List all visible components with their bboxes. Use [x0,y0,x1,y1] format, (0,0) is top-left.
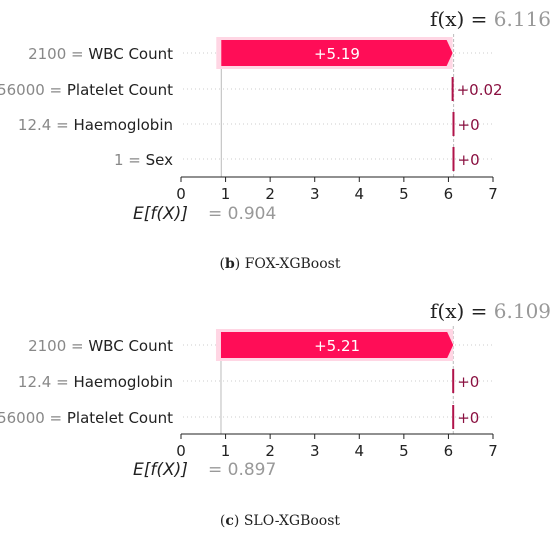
panel-b-x-tick-label: 7 [488,185,498,203]
panel-c-feature-label: 56000 = Platelet Count [0,409,173,427]
panel-b-expected-value: = 0.904 [208,204,276,224]
panel-b-x-tick-label: 1 [221,185,231,203]
panel-c-feature-label: 12.4 = Haemoglobin [18,373,173,391]
panel-c-expected-label: E[f(X)] [133,460,188,480]
panel-c-x-tick-label: 3 [310,442,320,460]
panel-b-feature-name: Haemoglobin [73,116,173,134]
panel-b-feature-name: Sex [146,151,173,169]
panel-b-bar-label: +0.02 [457,81,503,99]
panel-c-x-tick-label: 6 [444,442,454,460]
panel-c-caption-text: ) SLO-XGBoost [234,513,341,529]
panel-b-bar-label: +0 [458,116,480,134]
panel-b-caption: (b) FOX-XGBoost [220,256,341,272]
panel-c-contribution-bar [220,332,454,358]
panel-c-feature-value: 2100 = [28,337,88,355]
panel-b-expected-label: E[f(X)] [133,204,188,224]
panel-c-caption: (c) SLO-XGBoost [220,513,341,529]
panel-b-feature-label: 56000 = Platelet Count [0,81,173,99]
panel-b-bar-label: +0 [458,151,480,169]
panel-c-bar-label: +5.21 [314,337,360,355]
panel-b-feature-value: 12.4 = [18,116,74,134]
panel-c-x-tick-label: 2 [265,442,275,460]
panel-b-feature-name: Platelet Count [67,81,173,99]
panel-c-caption-letter: c [225,513,234,529]
panel-c-feature-value: 56000 = [0,409,67,427]
panel-b-fx-value: 6.116 [494,7,550,31]
panel-c-x-tick-label: 0 [176,442,186,460]
panel-c-fx-header: f(x) = 6.109 [430,299,550,323]
panel-b-feature-value: 1 = [114,151,146,169]
panel-b-fx-header: f(x) = 6.116 [430,7,550,31]
panel-c-feature-value: 12.4 = [18,373,74,391]
panel-c-caption-open: ( [220,513,225,529]
panel-c-x-tick-label: 4 [355,442,365,460]
panel-c-x-tick-label: 7 [488,442,498,460]
panel-c-fx-value: 6.109 [494,299,550,323]
panel-b-x-tick-label: 6 [444,185,454,203]
panel-b-x-tick-label: 2 [265,185,275,203]
panel-c-feature-name: Platelet Count [67,409,173,427]
panel-b-caption-text: ) FOX-XGBoost [235,256,341,272]
panel-b-feature-value: 2100 = [28,45,88,63]
panel-b-fx-label: f(x) = [430,7,494,31]
panel-b-feature-name: WBC Count [88,45,173,63]
panel-b-feature-label: 12.4 = Haemoglobin [18,116,173,134]
panel-b-caption-letter: b [225,256,235,272]
panel-b-x-tick-label: 4 [355,185,365,203]
panel-b-bar-label: +5.19 [314,45,360,63]
panel-c-feature-label: 2100 = WBC Count [28,337,173,355]
panel-b-feature-value: 56000 = [0,81,67,99]
panel-b-feature-label: 1 = Sex [114,151,173,169]
panel-c-expected-value: = 0.897 [208,460,276,480]
panel-c-x-tick-label: 5 [399,442,409,460]
panel-c-fx-label: f(x) = [430,299,494,323]
panel-b-feature-label: 2100 = WBC Count [28,45,173,63]
panel-c-x-tick-label: 1 [221,442,231,460]
panel-c-feature-name: WBC Count [88,337,173,355]
panel-b-contribution-bar [221,40,453,66]
panel-b-x-tick-label: 3 [310,185,320,203]
panel-b-x-tick-label: 0 [176,185,186,203]
panel-b-x-tick-label: 5 [399,185,409,203]
panel-c-bar-label: +0 [457,409,479,427]
panel-c-feature-name: Haemoglobin [73,373,173,391]
panel-c-bar-label: +0 [457,373,479,391]
panel-b-caption-open: ( [220,256,225,272]
